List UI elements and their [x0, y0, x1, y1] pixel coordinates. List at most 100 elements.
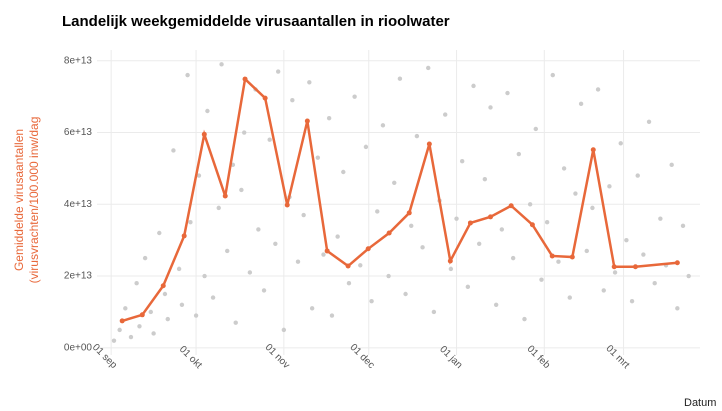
sample-point	[171, 148, 176, 153]
sample-point	[301, 212, 306, 218]
sample-point	[493, 302, 499, 307]
sample-point	[556, 259, 561, 264]
sample-point	[618, 141, 623, 146]
sample-point	[465, 284, 471, 290]
sample-point	[652, 281, 657, 286]
line-point	[160, 283, 166, 289]
y-tick-label: 0e+00	[64, 342, 93, 353]
sample-point	[675, 306, 680, 311]
sample-point	[431, 309, 437, 315]
sample-point	[151, 331, 156, 336]
sample-point	[134, 281, 139, 286]
x-tick-label: 01 sep	[90, 342, 119, 371]
sample-point	[233, 320, 238, 325]
sample-point	[148, 309, 153, 315]
sample-point	[162, 291, 168, 297]
sample-point	[635, 173, 640, 178]
line	[121, 76, 678, 323]
line-point	[304, 118, 310, 124]
sample-point	[578, 101, 584, 107]
line-point	[508, 203, 514, 209]
sample-point	[176, 266, 182, 272]
y-tick-label: 8e+13	[64, 55, 93, 66]
sample-point	[290, 98, 295, 103]
sample-point	[612, 270, 618, 275]
sample-point	[476, 241, 482, 246]
sample-point	[341, 169, 346, 175]
sample-point	[185, 72, 190, 78]
y-label-line: Gemiddelde virusaantallen	[12, 129, 26, 271]
y-tick-label: 6e+13	[64, 127, 93, 138]
sample-point	[471, 83, 476, 89]
sample-point	[375, 209, 380, 214]
line-point	[674, 260, 680, 266]
sample-point	[550, 72, 555, 78]
sample-point	[247, 270, 253, 275]
line-point	[488, 214, 494, 220]
y-tick-label: 2e+13	[64, 271, 93, 282]
sample-point	[352, 94, 357, 99]
sample-point	[205, 108, 210, 114]
sample-point	[256, 227, 261, 232]
line-point	[447, 258, 453, 264]
sample-point	[403, 291, 408, 297]
sample-point	[414, 133, 420, 139]
sample-point	[499, 227, 505, 232]
x-tick-label: 01 nov	[263, 342, 292, 371]
line-point	[222, 193, 228, 199]
sample-point	[111, 338, 117, 343]
line-point	[284, 202, 290, 208]
sample-point	[267, 137, 272, 142]
y-label-line: (virusvrachten/100.000 inw/dag	[27, 117, 41, 284]
sample-point	[193, 313, 199, 318]
sample-point	[505, 90, 510, 96]
sample-point	[527, 202, 533, 207]
sample-point	[307, 80, 312, 85]
line-point	[201, 131, 207, 137]
sample-point	[629, 298, 635, 304]
line-point	[611, 264, 617, 270]
sample-point	[595, 87, 601, 92]
sample-point	[680, 223, 686, 229]
sample-point	[225, 248, 230, 254]
sample-point	[544, 220, 550, 225]
sample-point	[346, 281, 352, 286]
sample-point	[117, 327, 122, 333]
sample-point	[454, 216, 459, 221]
sample-point	[392, 180, 397, 185]
sample-point	[386, 273, 391, 279]
sample-point	[397, 76, 403, 81]
sample-point	[426, 65, 431, 71]
sample-point	[488, 105, 493, 110]
sample-point	[295, 259, 301, 264]
line-point	[242, 76, 248, 82]
sample-point	[309, 306, 315, 311]
line-point	[262, 95, 268, 101]
line-point	[181, 233, 187, 239]
sample-point	[510, 255, 516, 261]
sample-point	[686, 273, 691, 279]
line-point	[467, 220, 473, 226]
line-point	[569, 254, 575, 260]
x-tick-label: 01 dec	[348, 342, 377, 371]
x-axis-label: Datum	[684, 397, 716, 409]
sample-point	[646, 119, 652, 124]
chart-title: Landelijk weekgemiddelde virusaantallen …	[62, 13, 450, 30]
sample-point	[573, 191, 578, 196]
sample-point	[188, 220, 193, 225]
line-point	[365, 246, 371, 252]
y-tick-label: 4e+13	[64, 199, 93, 210]
sample-point	[142, 255, 148, 261]
y-axis-label: Gemiddelde virusaantallen (virusvrachten…	[12, 117, 41, 284]
line-point	[549, 253, 555, 259]
sample-point	[137, 324, 142, 329]
sample-point	[179, 302, 185, 307]
sample-point	[202, 273, 207, 279]
line-point	[139, 312, 145, 318]
sample-point	[380, 123, 386, 128]
sample-point	[658, 216, 663, 221]
sample-point	[329, 313, 335, 318]
sample-point	[128, 334, 134, 340]
sample-point	[539, 277, 544, 282]
